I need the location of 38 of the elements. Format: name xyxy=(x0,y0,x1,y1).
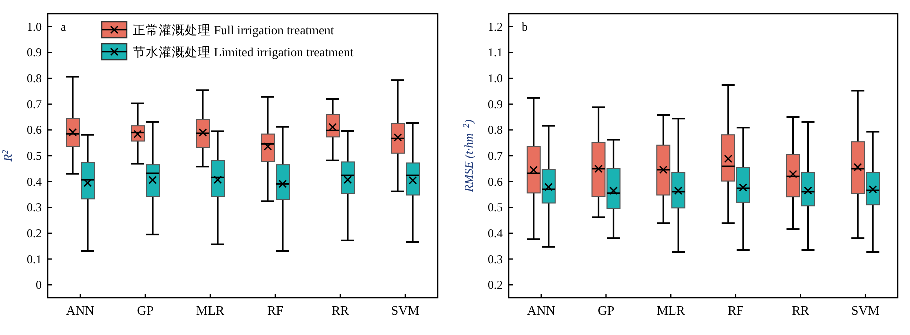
y-tick-label: 0.1 xyxy=(27,252,42,266)
y-tick-label: 0.9 xyxy=(27,46,42,60)
y-tick-label: 0.5 xyxy=(488,200,503,215)
x-tick-label: RR xyxy=(792,303,810,318)
x-tick-label: GP xyxy=(137,303,154,318)
y-tick-label: 0 xyxy=(36,278,42,292)
y-tick-label: 0.4 xyxy=(27,174,42,189)
legend-label: 节水灌溉处理 Limited irrigation treatment xyxy=(133,46,354,60)
x-tick-label: SVM xyxy=(851,303,880,318)
x-tick-label: GP xyxy=(598,303,615,318)
y-tick-label: 1.0 xyxy=(488,72,503,86)
y-tick-label: 0.8 xyxy=(488,123,503,138)
x-tick-label: RF xyxy=(728,303,744,318)
x-tick-label: ANN xyxy=(66,303,96,318)
annotation: b xyxy=(522,20,528,34)
y-tick-label: 0.2 xyxy=(488,278,503,292)
x-tick-label: MLR xyxy=(196,303,225,318)
y-tick-label: 0.8 xyxy=(27,72,42,86)
y-tick-label: 0.3 xyxy=(27,200,42,215)
legend-label: 正常灌溉处理 Full irrigation treatment xyxy=(133,24,335,38)
y-tick-label: 0.5 xyxy=(27,149,42,163)
x-tick-label: ANN xyxy=(527,303,556,318)
x-tick-label: RR xyxy=(332,303,350,318)
y-tick-label: 1.0 xyxy=(27,20,42,34)
y-tick-label: 1.2 xyxy=(488,20,503,34)
y-tick-label: 0.7 xyxy=(27,97,42,112)
y-tick-label: 0.6 xyxy=(488,174,503,189)
y-tick-label: 1.1 xyxy=(488,46,503,60)
y-tick-label: 0.4 xyxy=(488,226,503,240)
y-tick-label: 0.7 xyxy=(488,149,503,163)
annotation: a xyxy=(61,20,67,34)
y-tick-label: 0.9 xyxy=(488,97,503,112)
y-tick-label: 0.6 xyxy=(27,123,42,138)
y-tick-label: 0.3 xyxy=(488,252,503,266)
y-tick-label: 0.2 xyxy=(27,226,42,240)
x-tick-label: MLR xyxy=(656,303,686,318)
x-tick-label: RF xyxy=(268,303,284,318)
x-tick-label: SVM xyxy=(391,303,420,318)
